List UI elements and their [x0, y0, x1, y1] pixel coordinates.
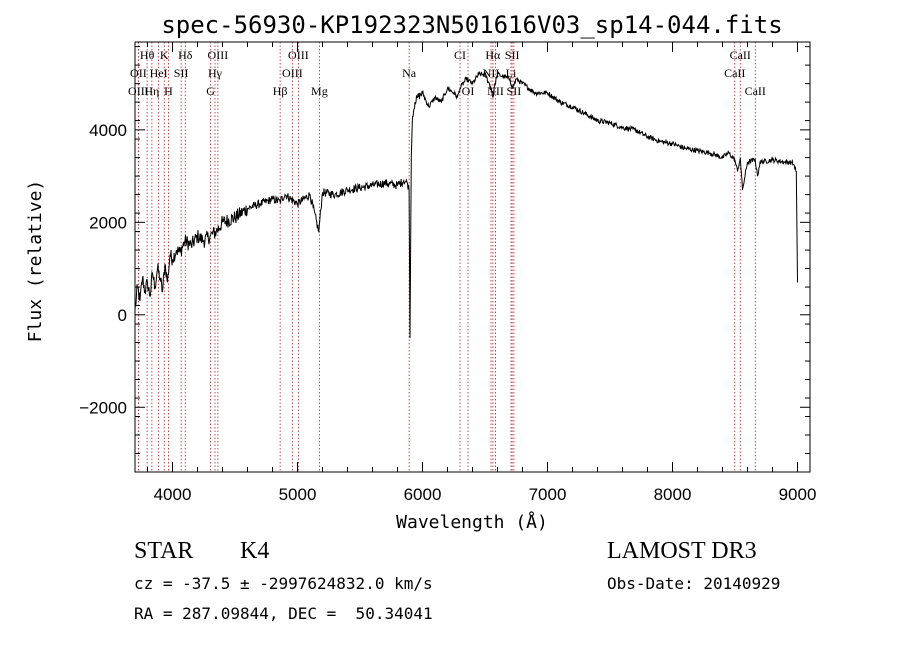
line-label-2: Hδ [178, 48, 193, 62]
line-label-7: SII [505, 48, 520, 62]
y-tick-label: −2000 [79, 398, 127, 417]
line-label-5: CI [454, 48, 466, 62]
line-label-22: Hβ [273, 84, 288, 98]
line-label-24: OI [462, 84, 475, 98]
observation-date: Obs-Date: 20140929 [607, 574, 781, 593]
y-tick-label: 0 [118, 306, 127, 325]
line-label-27: CaII [745, 84, 766, 98]
coordinates: RA = 287.09844, DEC = 50.34041 [134, 604, 433, 623]
line-label-12: Hγ [208, 66, 223, 80]
object-subclass: K4 [240, 538, 270, 564]
x-tick-label: 4000 [154, 485, 192, 504]
line-label-10: HeI [150, 66, 168, 80]
object-class: STAR [134, 538, 194, 564]
line-label-20: H [164, 84, 173, 98]
line-label-6: Hα [485, 48, 501, 62]
x-tick-label: 7000 [529, 485, 567, 504]
spectrum-line [134, 70, 798, 338]
line-label-14: Na [402, 66, 417, 80]
axis-ticks: 4000 5000 6000 7000 8000 9000 −2000 0 2000 4000 [79, 42, 816, 504]
line-label-26: SII [507, 84, 522, 98]
line-label-0: Hθ [140, 48, 155, 62]
line-label-11: SII [174, 66, 189, 80]
emission-line-labels: Hθ K Hδ OIII OIII CI Hα SII CaII OII HeI SII Hγ OIII N… [128, 48, 766, 98]
plot-frame [134, 41, 811, 473]
redshift-info: cz = -37.5 ± -2997624832.0 km/s [134, 574, 433, 593]
emission-line-markers [137, 42, 756, 472]
line-label-4: OIII [288, 48, 309, 62]
survey-name: LAMOST DR3 [607, 538, 757, 564]
x-tick-label: 5000 [279, 485, 317, 504]
y-tick-label: 4000 [89, 121, 127, 140]
line-label-13: OIII [282, 66, 303, 80]
x-tick-label: 9000 [779, 485, 817, 504]
line-label-23: Mg [311, 84, 328, 98]
chart-title: spec-56930-KP192323N501616V03_sp14-044.f… [161, 11, 782, 39]
line-label-8: CaII [730, 48, 751, 62]
line-label-17: CaII [724, 66, 745, 80]
line-label-18: OIII [128, 84, 149, 98]
line-label-9: OII [130, 66, 147, 80]
line-label-1: K [160, 48, 169, 62]
y-axis-label: Flux (relative) [25, 180, 46, 343]
line-label-21: G [206, 84, 215, 98]
x-axis-label: Wavelength (Å) [396, 511, 548, 533]
line-label-3: OIII [208, 48, 229, 62]
x-tick-label: 6000 [404, 485, 442, 504]
x-tick-label: 8000 [654, 485, 692, 504]
line-label-19: Hη [144, 84, 159, 98]
line-label-16: Li [506, 66, 517, 80]
y-tick-label: 2000 [89, 213, 127, 232]
